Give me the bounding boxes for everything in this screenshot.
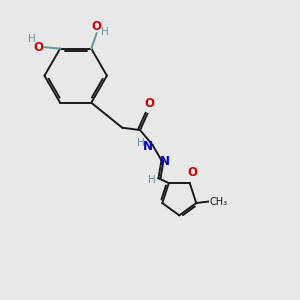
Text: CH₃: CH₃ [210, 196, 228, 207]
Text: O: O [188, 166, 198, 178]
Text: N: N [160, 155, 170, 168]
Text: O: O [92, 20, 102, 33]
Text: O: O [33, 41, 43, 54]
Text: O: O [145, 97, 155, 110]
Text: H: H [148, 175, 156, 185]
Text: N: N [143, 140, 153, 153]
Text: H: H [101, 27, 109, 37]
Text: H: H [137, 137, 145, 148]
Text: H: H [28, 34, 36, 44]
